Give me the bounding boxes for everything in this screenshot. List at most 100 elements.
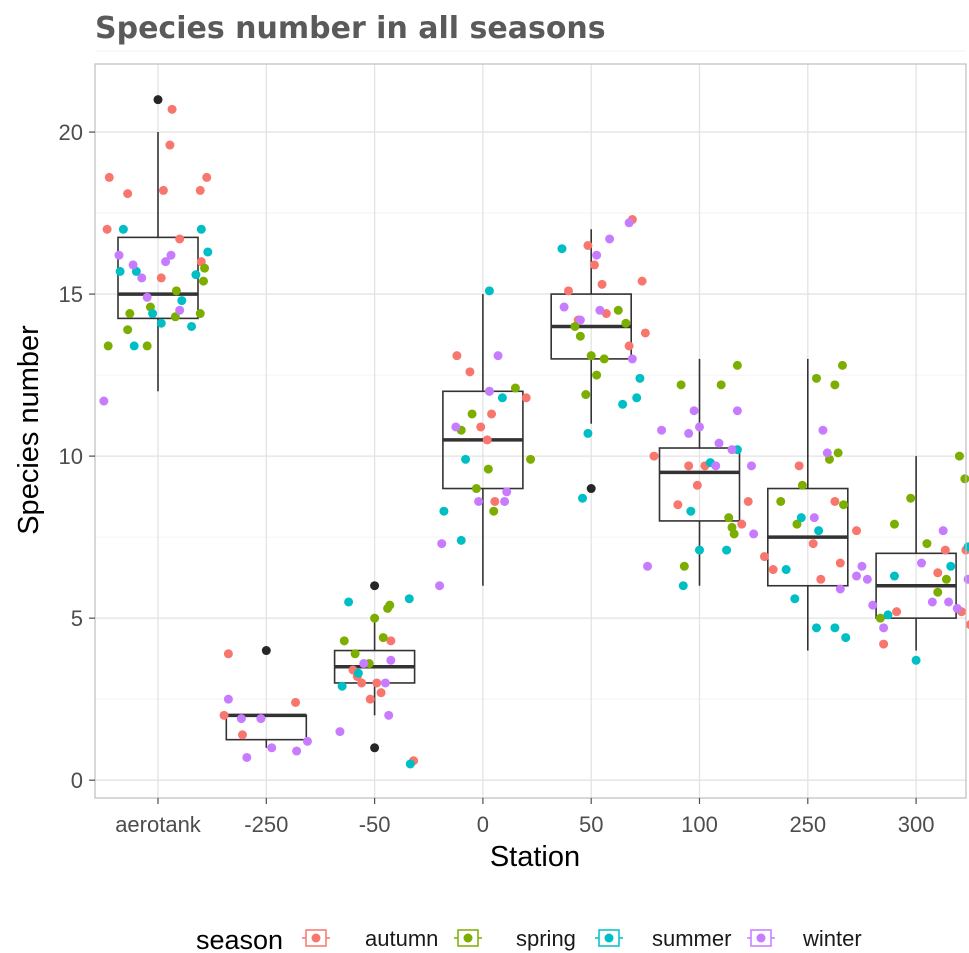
- data-point-autumn: [768, 565, 778, 575]
- data-point-spring: [941, 574, 951, 584]
- data-point-summer: [841, 633, 851, 643]
- chart-title: Species number in all seasons: [95, 11, 606, 46]
- data-point-spring: [378, 633, 388, 643]
- data-point-winter: [927, 597, 937, 607]
- data-point-spring: [510, 383, 520, 393]
- data-point-spring: [123, 325, 133, 335]
- data-point-autumn: [521, 393, 531, 403]
- data-point-spring: [792, 519, 802, 529]
- data-point-autumn: [673, 500, 683, 510]
- data-point-winter: [502, 487, 512, 497]
- data-point-spring: [797, 480, 807, 490]
- data-point-winter: [137, 273, 147, 283]
- data-point-autumn: [852, 526, 862, 536]
- data-point-autumn: [365, 694, 375, 704]
- data-point-spring: [195, 309, 205, 319]
- data-point-winter: [643, 561, 653, 571]
- data-point-summer: [830, 623, 840, 633]
- data-point-winter: [559, 302, 569, 312]
- data-point-autumn: [684, 461, 694, 471]
- data-point-spring: [933, 587, 943, 597]
- data-point-summer: [790, 594, 800, 604]
- data-point-autumn: [597, 279, 607, 289]
- data-point-autumn: [158, 185, 168, 195]
- data-point-spring: [833, 448, 843, 458]
- data-point-autumn: [219, 710, 229, 720]
- data-point-autumn: [624, 341, 634, 351]
- data-point-summer: [461, 454, 471, 464]
- data-point-spring: [776, 496, 786, 506]
- data-point-winter: [627, 354, 637, 364]
- data-point-spring: [467, 409, 477, 419]
- x-axis-ticks: aerotank -250 -50 0 50 100 250 300: [115, 798, 934, 837]
- legend-label: winter: [802, 926, 862, 951]
- data-point-summer: [344, 597, 354, 607]
- data-point-winter: [335, 727, 345, 737]
- outlier-point: [370, 743, 380, 753]
- x-tick-label: aerotank: [115, 812, 202, 837]
- data-point-winter: [746, 461, 756, 471]
- data-point-spring: [592, 370, 602, 380]
- data-point-summer: [497, 393, 507, 403]
- data-point-winter: [862, 574, 872, 584]
- data-point-autumn: [692, 480, 702, 490]
- data-point-autumn: [743, 496, 753, 506]
- data-point-summer: [484, 286, 494, 296]
- data-point-winter: [684, 428, 694, 438]
- data-point-winter: [879, 623, 889, 633]
- data-point-spring: [839, 500, 849, 510]
- data-point-winter: [714, 438, 724, 448]
- data-point-winter: [852, 571, 862, 581]
- data-point-winter: [818, 425, 828, 435]
- data-point-winter: [256, 714, 266, 724]
- data-point-summer: [405, 759, 415, 769]
- data-point-winter: [114, 250, 124, 260]
- series-spring: [103, 263, 969, 669]
- box-iqr: [658, 447, 741, 522]
- x-tick-label: 250: [789, 812, 826, 837]
- data-point-summer: [583, 428, 593, 438]
- data-point-summer: [883, 610, 893, 620]
- data-point-winter: [575, 315, 585, 325]
- data-point-autumn: [637, 276, 647, 286]
- data-point-winter: [624, 218, 634, 228]
- legend-key-point: [756, 933, 766, 943]
- data-point-spring: [724, 513, 734, 523]
- data-point-summer: [337, 681, 347, 691]
- boxplot-250: [766, 358, 849, 651]
- x-tick-label: 300: [898, 812, 935, 837]
- data-point-winter: [809, 513, 819, 523]
- data-point-summer: [557, 244, 567, 254]
- data-point-winter: [689, 406, 699, 416]
- data-point-summer: [635, 373, 645, 383]
- boxplot-300: [875, 456, 957, 651]
- outlier-point: [370, 581, 380, 591]
- data-point-spring: [837, 360, 847, 370]
- x-tick-label: 50: [579, 812, 603, 837]
- data-point-spring: [171, 286, 181, 296]
- data-point-autumn: [102, 224, 112, 234]
- data-point-winter: [605, 234, 615, 244]
- data-point-winter: [437, 539, 447, 549]
- jitter-points: [99, 104, 969, 769]
- data-point-winter: [267, 743, 277, 753]
- data-point-autumn: [816, 574, 826, 584]
- data-point-autumn: [830, 496, 840, 506]
- data-point-autumn: [165, 140, 175, 150]
- data-point-autumn: [357, 678, 367, 688]
- data-point-spring: [586, 351, 596, 361]
- x-tick-label: -50: [359, 812, 391, 837]
- data-point-winter: [242, 752, 252, 762]
- boxplots: [117, 95, 957, 753]
- outlier-point: [586, 484, 596, 494]
- data-point-autumn: [737, 519, 747, 529]
- data-point-summer: [722, 545, 732, 555]
- data-point-winter: [835, 584, 845, 594]
- panel-border: [94, 63, 967, 799]
- data-point-winter: [944, 597, 954, 607]
- data-point-autumn: [291, 697, 301, 707]
- data-point-autumn: [223, 649, 233, 659]
- data-point-spring: [483, 464, 493, 474]
- y-tick-label: 5: [71, 606, 83, 631]
- data-point-winter: [166, 250, 176, 260]
